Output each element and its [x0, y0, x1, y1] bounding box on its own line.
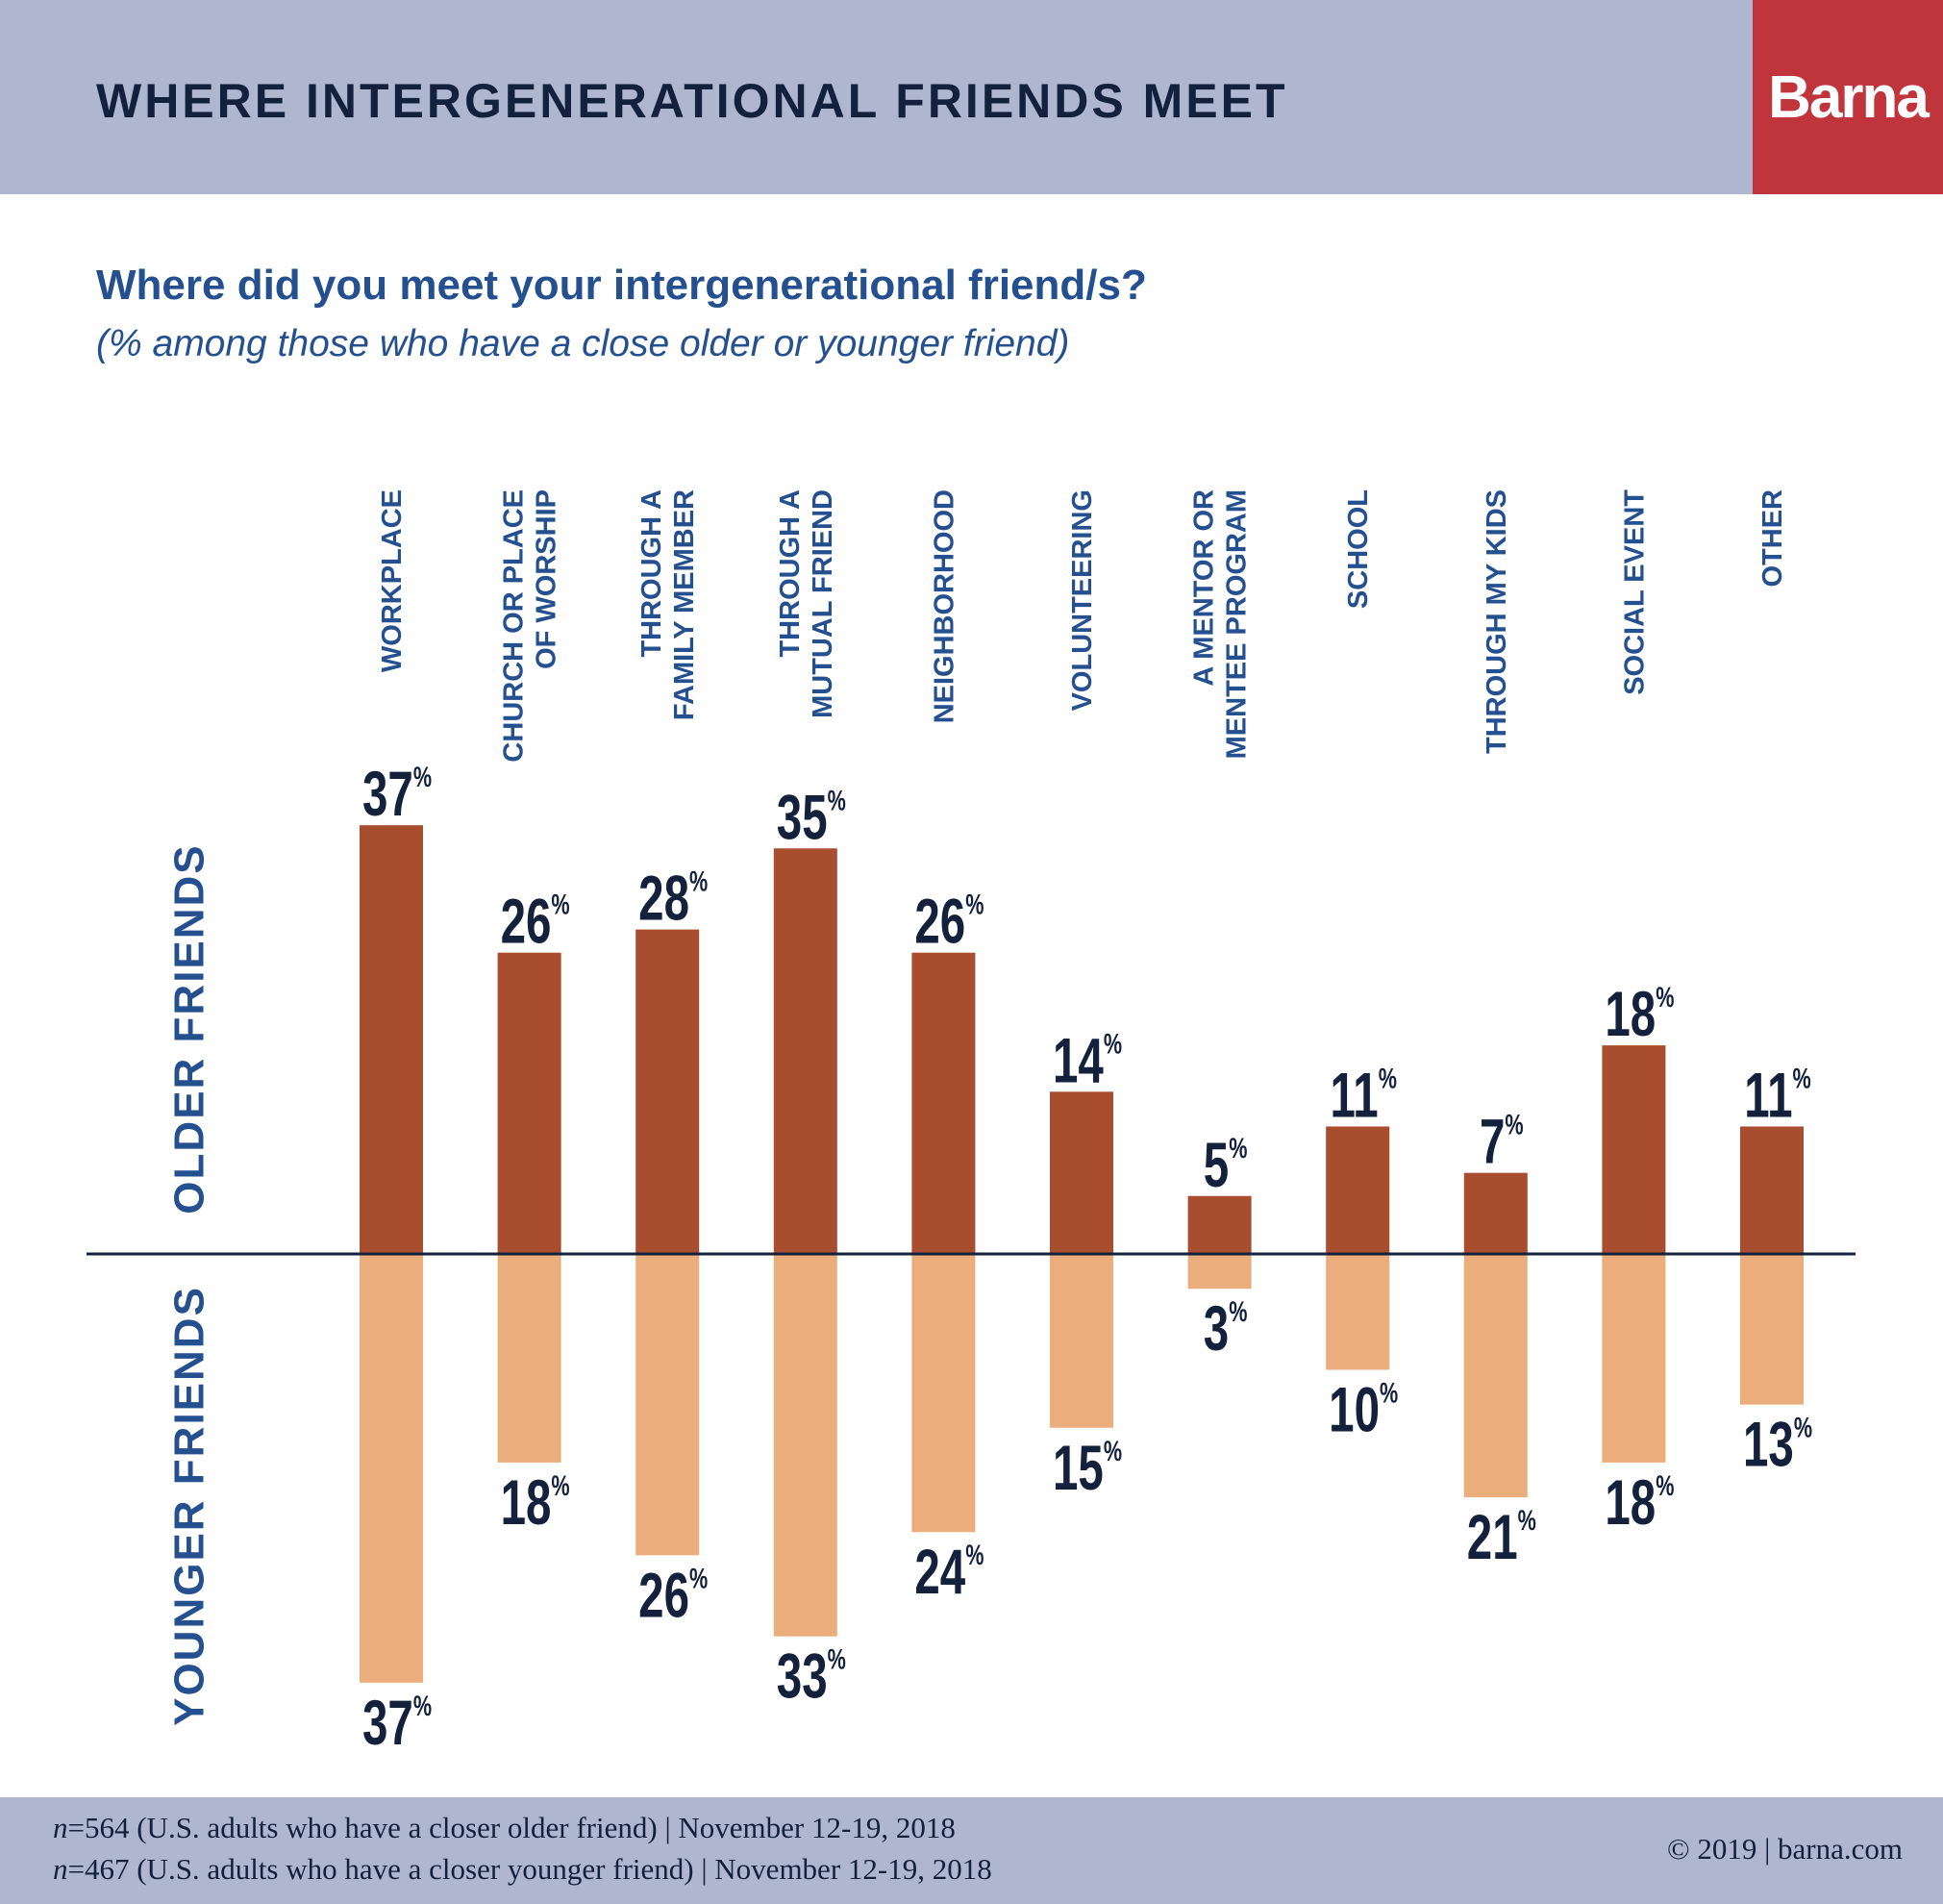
svg-text:3%: 3% [1204, 1294, 1248, 1365]
category-label: MUTUAL FRIEND [808, 489, 838, 718]
bar-older [360, 825, 423, 1254]
svg-text:35%: 35% [777, 783, 846, 853]
category-label: MENTEE PROGRAM [1222, 489, 1253, 759]
value-label-older: 37% [362, 760, 432, 830]
svg-text:18%: 18% [501, 1467, 570, 1538]
value-label-older: 28% [638, 864, 708, 934]
svg-text:26%: 26% [914, 887, 984, 957]
value-label-younger: 26% [638, 1561, 708, 1631]
bar-older [635, 929, 700, 1254]
category-label: OF WORSHIP [532, 489, 562, 669]
value-label-younger: 18% [501, 1467, 570, 1538]
category-label: SCHOOL [1343, 489, 1374, 609]
bar-younger [635, 1254, 700, 1556]
svg-text:28%: 28% [638, 864, 708, 934]
svg-text:11%: 11% [1330, 1061, 1396, 1131]
value-label-older: 18% [1605, 980, 1674, 1050]
value-label-older: 7% [1480, 1107, 1524, 1177]
value-label-younger: 21% [1467, 1503, 1536, 1573]
series-label-younger: YOUNGER FRIENDS [166, 1286, 213, 1726]
value-label-older: 35% [777, 783, 846, 853]
copyright: © 2019 | barna.com [1667, 1832, 1903, 1866]
value-label-younger: 24% [914, 1538, 984, 1608]
bar-older [1740, 1126, 1804, 1254]
bar-older [1463, 1172, 1528, 1254]
category-label: THROUGH MY KIDS [1482, 489, 1512, 754]
page-title: WHERE INTERGENERATIONAL FRIENDS MEET [96, 74, 1288, 128]
svg-text:26%: 26% [638, 1561, 708, 1631]
bar-younger [1050, 1254, 1113, 1428]
category-label: WORKPLACE [377, 489, 408, 672]
svg-text:15%: 15% [1053, 1433, 1122, 1503]
category-label: OTHER [1757, 489, 1788, 588]
category-label: CHURCH OR PLACE [499, 489, 530, 763]
chart-question: Where did you meet your intergenerationa… [96, 262, 1147, 309]
svg-text:5%: 5% [1204, 1130, 1248, 1200]
chart-subtitle: (% among those who have a close older or… [96, 323, 1070, 364]
svg-text:11%: 11% [1744, 1061, 1810, 1131]
series-label-older: OLDER FRIENDS [166, 843, 213, 1214]
value-label-older: 11% [1744, 1061, 1810, 1131]
value-label-younger: 3% [1204, 1294, 1248, 1365]
bar-younger [1187, 1254, 1252, 1290]
bar-younger [360, 1254, 423, 1683]
svg-text:18%: 18% [1605, 1467, 1674, 1538]
bar-younger [1463, 1254, 1528, 1498]
bar-older [1326, 1126, 1390, 1254]
svg-text:7%: 7% [1480, 1107, 1524, 1177]
svg-text:33%: 33% [777, 1641, 846, 1712]
category-label: THROUGH A [636, 489, 667, 658]
svg-text:21%: 21% [1467, 1503, 1536, 1573]
svg-text:13%: 13% [1743, 1410, 1812, 1480]
value-label-younger: 13% [1743, 1410, 1812, 1480]
svg-text:10%: 10% [1329, 1375, 1398, 1445]
footer: n=564 (U.S. adults who have a closer old… [0, 1797, 1943, 1904]
svg-text:18%: 18% [1605, 980, 1674, 1050]
sample-note-younger: n=467 (U.S. adults who have a closer you… [53, 1852, 992, 1886]
bar-older [1187, 1195, 1252, 1254]
sample-note-older: n=564 (U.S. adults who have a closer old… [53, 1811, 956, 1844]
category-label: A MENTOR OR [1189, 489, 1220, 687]
diverging-bar-chart: OLDER FRIENDS YOUNGER FRIENDS WORKPLACE 37%… [87, 489, 1856, 1759]
value-label-younger: 33% [777, 1641, 846, 1712]
svg-text:26%: 26% [501, 887, 570, 957]
category-label: NEIGHBORHOOD [929, 489, 959, 723]
bar-younger [1740, 1254, 1804, 1405]
bar-younger [1326, 1254, 1390, 1370]
value-label-younger: 37% [362, 1688, 432, 1758]
value-label-older: 26% [501, 887, 570, 957]
svg-text:24%: 24% [914, 1538, 984, 1608]
bar-older [1050, 1091, 1113, 1254]
category-label: THROUGH A [775, 489, 806, 658]
bar-younger [911, 1254, 976, 1533]
value-label-older: 14% [1053, 1026, 1122, 1096]
bar-older [1602, 1045, 1666, 1254]
header-bar: WHERE INTERGENERATIONAL FRIENDS MEET Bar… [0, 0, 1943, 194]
category-label: SOCIAL EVENT [1619, 489, 1650, 695]
value-label-younger: 10% [1329, 1375, 1398, 1445]
bar-older [911, 952, 976, 1254]
bar-younger [497, 1254, 561, 1463]
value-label-older: 11% [1330, 1061, 1396, 1131]
svg-text:37%: 37% [362, 1688, 432, 1758]
value-label-younger: 18% [1605, 1467, 1674, 1538]
category-label: VOLUNTEERING [1067, 489, 1098, 711]
bar-younger [1602, 1254, 1666, 1463]
value-label-younger: 15% [1053, 1433, 1122, 1503]
svg-text:14%: 14% [1053, 1026, 1122, 1096]
svg-text:37%: 37% [362, 760, 432, 830]
barna-logo: Barna [1753, 0, 1943, 194]
bar-younger [773, 1254, 837, 1637]
category-label: FAMILY MEMBER [669, 489, 700, 720]
value-label-older: 26% [914, 887, 984, 957]
value-label-older: 5% [1204, 1130, 1248, 1200]
bar-older [773, 848, 837, 1254]
bar-older [497, 952, 561, 1254]
